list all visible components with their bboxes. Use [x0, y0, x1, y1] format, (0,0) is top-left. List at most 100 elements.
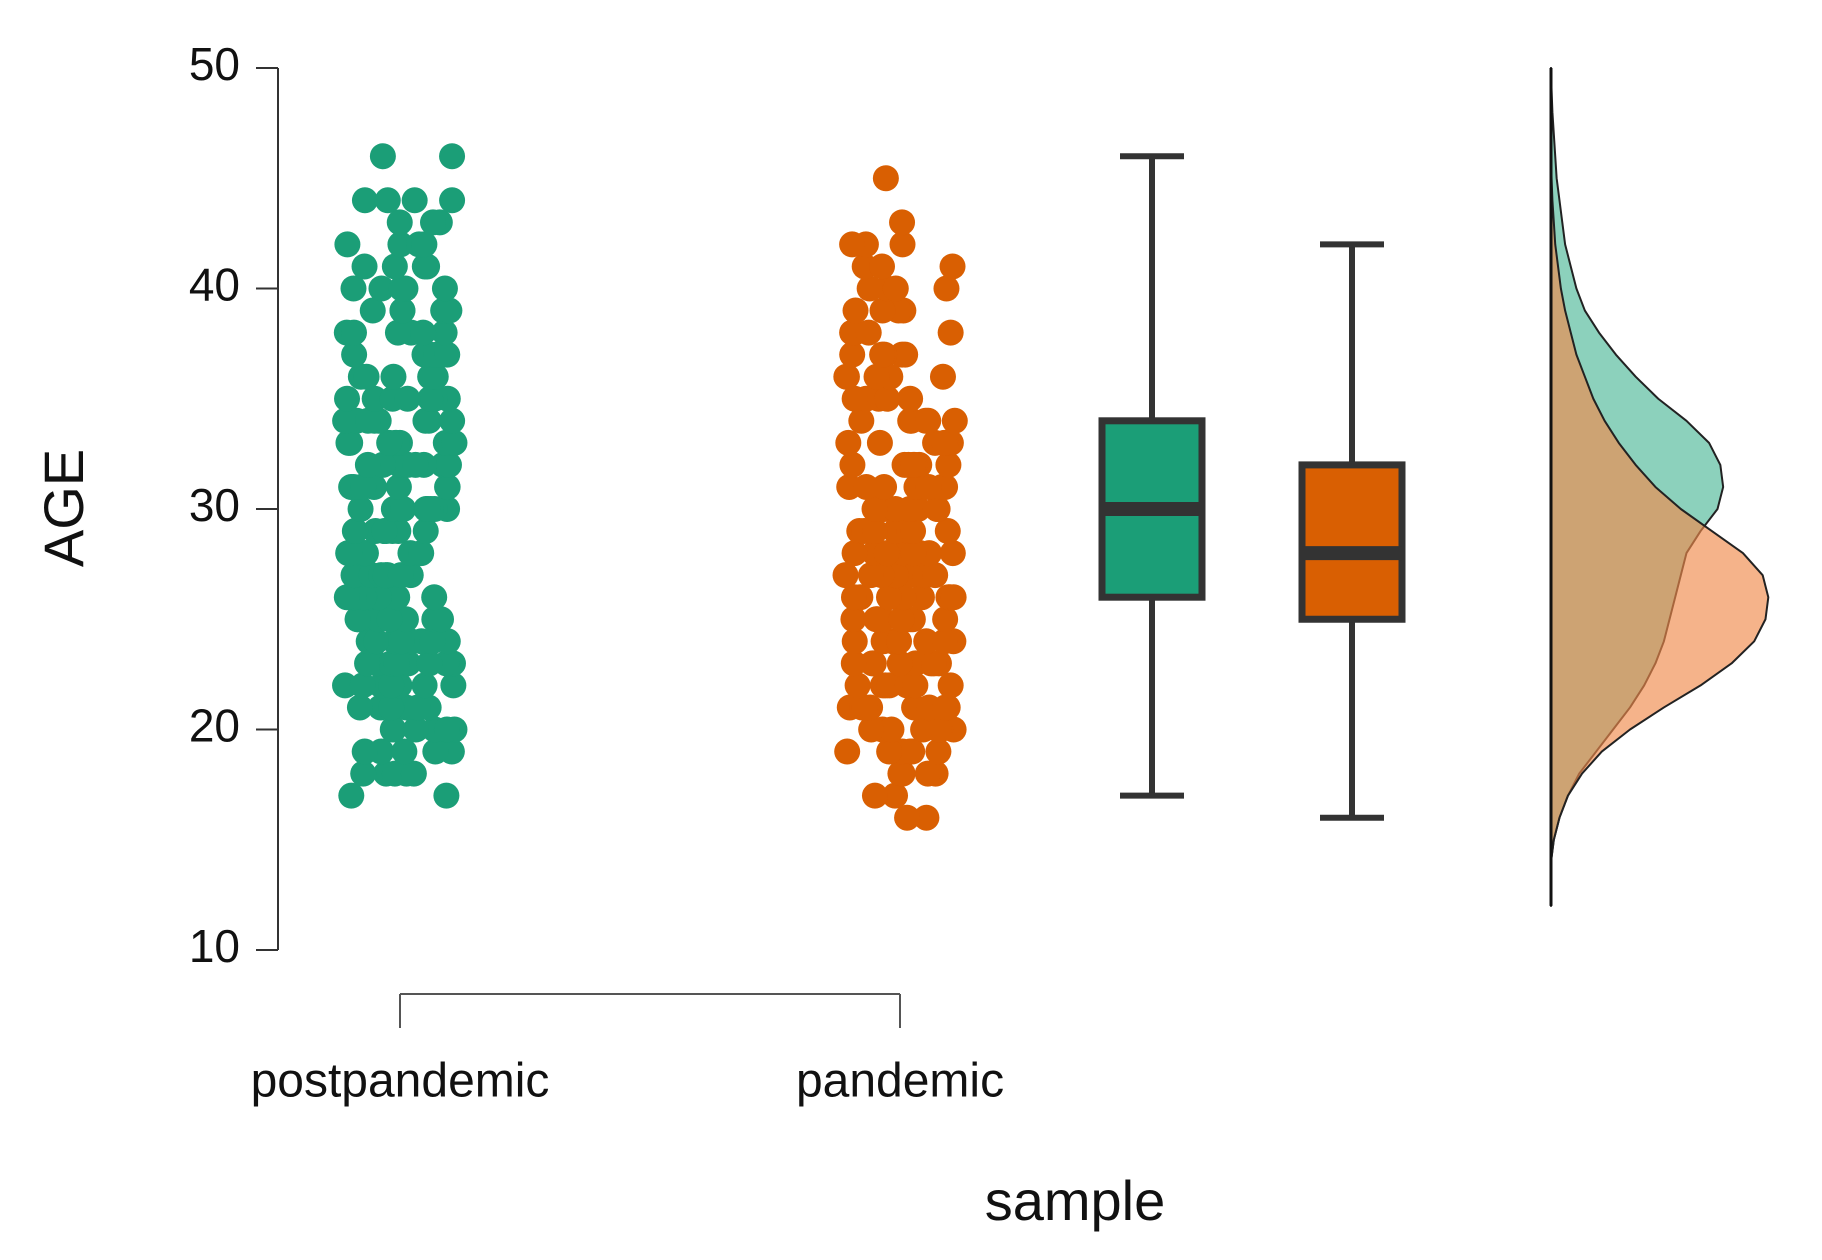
data-point	[404, 694, 431, 721]
data-point	[351, 253, 378, 280]
data-point	[832, 562, 859, 589]
data-point	[354, 650, 381, 677]
data-point	[888, 606, 915, 633]
data-point	[913, 628, 940, 655]
data-point	[402, 451, 429, 478]
data-point	[441, 429, 468, 456]
y-tick-label: 40	[189, 259, 240, 311]
x-tick-label: pandemic	[796, 1055, 1004, 1108]
data-point	[388, 275, 415, 302]
data-point	[402, 716, 429, 743]
data-point	[889, 341, 916, 368]
data-point	[933, 275, 960, 302]
data-point	[908, 584, 935, 611]
data-point	[863, 606, 890, 633]
data-point	[435, 451, 462, 478]
data-point	[937, 319, 964, 346]
data-point	[853, 473, 880, 500]
data-point	[376, 429, 403, 456]
data-point	[934, 518, 961, 545]
data-point	[387, 231, 414, 258]
data-point	[394, 385, 421, 412]
data-point	[897, 385, 924, 412]
data-point	[439, 407, 466, 434]
data-point	[381, 253, 408, 280]
data-point	[376, 606, 403, 633]
data-point	[433, 782, 460, 809]
data-point	[900, 518, 927, 545]
data-point	[380, 363, 407, 390]
data-point	[866, 429, 893, 456]
data-point	[915, 473, 942, 500]
data-point	[384, 584, 411, 611]
data-point	[935, 451, 962, 478]
data-point	[886, 628, 913, 655]
data-point	[889, 209, 916, 236]
y-tick-label: 50	[189, 38, 240, 90]
data-point	[333, 584, 360, 611]
data-point	[860, 650, 887, 677]
data-point	[925, 716, 952, 743]
data-point	[391, 738, 418, 765]
data-point	[436, 297, 463, 324]
data-point	[861, 496, 888, 522]
data-point	[386, 209, 413, 236]
data-point	[869, 341, 896, 368]
data-point	[899, 738, 926, 765]
data-point	[351, 738, 378, 765]
data-point	[886, 650, 913, 677]
data-point	[369, 143, 396, 170]
data-point	[384, 319, 411, 346]
data-point	[920, 650, 947, 677]
data-point	[858, 716, 885, 743]
data-point	[338, 782, 365, 809]
data-point	[411, 672, 438, 699]
y-tick-label: 10	[189, 920, 240, 972]
data-point	[417, 385, 444, 412]
data-point	[889, 231, 916, 258]
data-point	[350, 760, 377, 787]
data-point	[894, 804, 921, 831]
data-point	[929, 363, 956, 390]
data-point	[344, 606, 371, 633]
data-point	[902, 672, 929, 699]
data-point	[913, 804, 940, 831]
data-point	[350, 473, 377, 500]
data-point	[841, 628, 868, 655]
y-axis-label: AGE	[32, 449, 95, 567]
data-point	[354, 451, 381, 478]
data-point	[368, 275, 395, 302]
data-point	[889, 760, 916, 787]
data-point	[439, 187, 466, 214]
data-point	[882, 782, 909, 809]
data-point	[873, 540, 900, 567]
data-point	[869, 297, 896, 324]
data-point	[414, 496, 441, 522]
data-point	[922, 562, 949, 589]
data-point	[440, 672, 467, 699]
data-point	[342, 518, 369, 545]
data-point	[361, 385, 388, 412]
data-point	[874, 385, 901, 412]
data-point	[433, 716, 460, 743]
data-point	[351, 187, 378, 214]
data-point	[833, 363, 860, 390]
data-point	[383, 650, 410, 677]
data-point	[851, 694, 878, 721]
y-tick-label: 30	[189, 479, 240, 531]
data-point	[431, 275, 458, 302]
data-point	[931, 628, 958, 655]
data-point	[411, 231, 438, 258]
data-point	[340, 275, 367, 302]
data-point	[924, 496, 951, 522]
data-point	[421, 584, 448, 611]
data-point	[428, 606, 455, 633]
data-point	[840, 606, 867, 633]
data-point	[878, 716, 905, 743]
data-point	[434, 341, 461, 368]
data-point	[347, 496, 374, 522]
data-point	[931, 429, 958, 456]
data-point	[340, 319, 367, 346]
data-point	[900, 540, 927, 567]
